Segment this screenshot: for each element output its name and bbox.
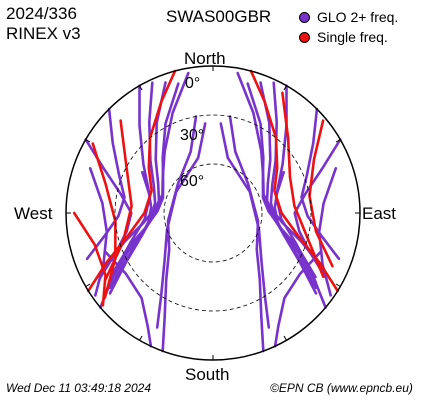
azimuth-tick-300 bbox=[85, 139, 91, 143]
footer-credit: ©EPN CB (www.epncb.eu) bbox=[270, 381, 413, 395]
legend: GLO 2+ freq. Single freq. bbox=[299, 7, 398, 47]
glo-track-18 bbox=[99, 170, 152, 309]
legend-single-label: Single freq. bbox=[317, 29, 388, 45]
single-track-6 bbox=[72, 211, 107, 307]
elevation-label-30: 30° bbox=[180, 127, 204, 144]
elevation-label-0: 0° bbox=[185, 75, 200, 92]
glo-track-4 bbox=[101, 71, 190, 271]
elevation-ring-60 bbox=[163, 163, 263, 263]
year-doy-label: 2024/336 bbox=[6, 4, 77, 23]
single-track-1 bbox=[103, 119, 133, 282]
single-track-2 bbox=[281, 91, 325, 278]
footer-timestamp: Wed Dec 11 03:49:18 2024 bbox=[6, 381, 151, 395]
glo-track-14 bbox=[161, 115, 198, 353]
legend-glo-marker bbox=[299, 11, 310, 23]
azimuth-tick-30 bbox=[283, 85, 287, 91]
cardinal-west: West bbox=[14, 204, 53, 223]
glo-track-22 bbox=[88, 167, 109, 297]
single-track-4 bbox=[249, 69, 339, 293]
azimuth-tick-150 bbox=[283, 335, 287, 341]
cardinal-east: East bbox=[362, 204, 397, 223]
azimuth-tick-210 bbox=[139, 335, 143, 341]
glo-track-23 bbox=[317, 167, 338, 297]
glo-track-3 bbox=[109, 82, 180, 279]
glo-track-20 bbox=[104, 250, 153, 348]
elevation-label-60: 60° bbox=[180, 173, 204, 190]
axis-ticks bbox=[66, 66, 360, 360]
glo-track-9 bbox=[236, 71, 325, 271]
station-title: SWAS00GBR bbox=[166, 7, 272, 26]
single-track-5 bbox=[87, 69, 177, 293]
satellite-tracks bbox=[72, 69, 342, 353]
azimuth-tick-330 bbox=[139, 85, 143, 91]
glo-track-19 bbox=[274, 170, 327, 309]
legend-item-glo: GLO 2+ freq. bbox=[299, 7, 398, 27]
azimuth-tick-60 bbox=[335, 139, 341, 143]
rinex-version-label: RINEX v3 bbox=[6, 24, 81, 43]
legend-item-single: Single freq. bbox=[299, 27, 398, 47]
azimuth-tick-120 bbox=[335, 283, 341, 287]
legend-glo-label: GLO 2+ freq. bbox=[317, 9, 399, 25]
cardinal-north: North bbox=[184, 49, 226, 68]
glo-track-12 bbox=[85, 107, 126, 261]
cardinal-south: South bbox=[185, 365, 230, 384]
glo-track-15 bbox=[228, 115, 265, 353]
azimuth-tick-240 bbox=[85, 283, 91, 287]
single-track-0 bbox=[91, 142, 117, 299]
glo-track-21 bbox=[273, 250, 322, 348]
legend-single-marker bbox=[299, 31, 310, 43]
elevation-ring-30 bbox=[114, 114, 312, 312]
glo-track-13 bbox=[300, 107, 341, 261]
glo-track-8 bbox=[246, 82, 317, 279]
